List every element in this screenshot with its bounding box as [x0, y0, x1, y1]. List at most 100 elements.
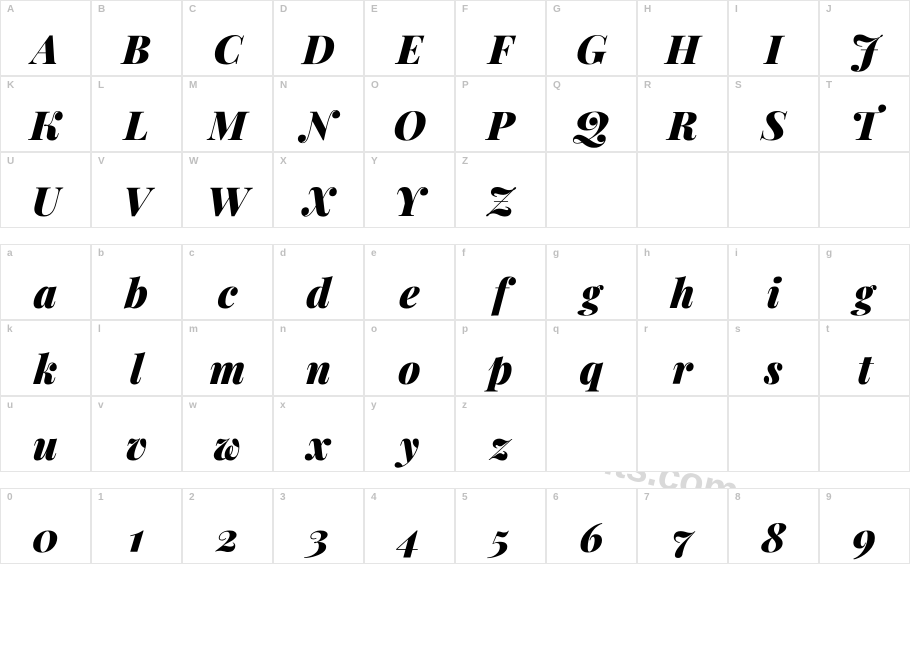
- glyph-cell: oo: [364, 320, 455, 396]
- cell-glyph: 8: [729, 517, 818, 557]
- cell-glyph: v: [92, 425, 181, 465]
- glyph-cell: WW: [182, 152, 273, 228]
- glyph-row-6: 00112233445566778899: [0, 488, 910, 564]
- cell-glyph: E: [365, 29, 454, 69]
- glyph-grid-root: AABBCCDDEEFFGGHHIIJJKKLLMMNNOOPPQQRRSSTT…: [0, 0, 911, 564]
- glyph-cell: vv: [91, 396, 182, 472]
- glyph-cell: CC: [182, 0, 273, 76]
- cell-glyph: B: [92, 29, 181, 69]
- cell-glyph: S: [729, 105, 818, 145]
- glyph-cell: ee: [364, 244, 455, 320]
- cell-glyph: g: [547, 273, 636, 313]
- cell-label: e: [371, 248, 377, 259]
- glyph-cell: cc: [182, 244, 273, 320]
- cell-label: O: [371, 80, 379, 91]
- glyph-cell: gg: [546, 244, 637, 320]
- glyph-row-3: aabbccddeeffgghhiigg: [0, 244, 910, 320]
- glyph-cell: qq: [546, 320, 637, 396]
- glyph-cell: RR: [637, 76, 728, 152]
- cell-glyph: p: [456, 349, 545, 389]
- glyph-cell: bb: [91, 244, 182, 320]
- glyph-cell: GG: [546, 0, 637, 76]
- glyph-cell: [637, 152, 728, 228]
- glyph-cell: kk: [0, 320, 91, 396]
- glyph-cell: HH: [637, 0, 728, 76]
- glyph-cell: gg: [819, 244, 910, 320]
- cell-glyph: J: [820, 29, 909, 69]
- cell-label: k: [7, 324, 13, 335]
- glyph-cell: [546, 152, 637, 228]
- cell-label: R: [644, 80, 651, 91]
- cell-glyph: a: [1, 273, 90, 313]
- cell-glyph: G: [547, 29, 636, 69]
- cell-label: o: [371, 324, 377, 335]
- glyph-cell: xx: [273, 396, 364, 472]
- glyph-cell: OO: [364, 76, 455, 152]
- cell-glyph: d: [274, 273, 363, 313]
- cell-glyph: K: [1, 105, 90, 145]
- cell-glyph: c: [183, 273, 272, 313]
- cell-label: g: [826, 248, 832, 259]
- cell-glyph: Z: [456, 181, 545, 221]
- cell-label: B: [98, 4, 105, 15]
- glyph-cell: 00: [0, 488, 91, 564]
- cell-glyph: I: [729, 29, 818, 69]
- cell-label: v: [98, 400, 104, 411]
- spacer: [0, 472, 910, 488]
- cell-glyph: s: [729, 349, 818, 389]
- cell-label: m: [189, 324, 198, 335]
- glyph-cell: JJ: [819, 0, 910, 76]
- cell-glyph: 5: [456, 517, 545, 557]
- glyph-cell: tt: [819, 320, 910, 396]
- cell-label: x: [280, 400, 286, 411]
- glyph-cell: yy: [364, 396, 455, 472]
- cell-glyph: A: [1, 29, 90, 69]
- glyph-cell: ZZ: [455, 152, 546, 228]
- glyph-cell: DD: [273, 0, 364, 76]
- cell-label: 5: [462, 492, 468, 503]
- cell-glyph: 0: [1, 517, 90, 557]
- cell-label: W: [189, 156, 198, 167]
- glyph-row-1: KKLLMMNNOOPPQQRRSSTT: [0, 76, 910, 152]
- cell-glyph: m: [183, 349, 272, 389]
- glyph-cell: ll: [91, 320, 182, 396]
- glyph-cell: XX: [273, 152, 364, 228]
- cell-glyph: y: [365, 425, 454, 465]
- cell-label: w: [189, 400, 197, 411]
- cell-glyph: W: [183, 181, 272, 221]
- cell-glyph: V: [92, 181, 181, 221]
- cell-label: Q: [553, 80, 561, 91]
- glyph-cell: rr: [637, 320, 728, 396]
- cell-glyph: O: [365, 105, 454, 145]
- cell-glyph: o: [365, 349, 454, 389]
- cell-label: N: [280, 80, 287, 91]
- glyph-cell: LL: [91, 76, 182, 152]
- cell-label: 1: [98, 492, 104, 503]
- glyph-cell: ff: [455, 244, 546, 320]
- glyph-cell: YY: [364, 152, 455, 228]
- glyph-cell: AA: [0, 0, 91, 76]
- glyph-cell: pp: [455, 320, 546, 396]
- cell-label: E: [371, 4, 378, 15]
- cell-glyph: 9: [820, 517, 909, 557]
- cell-glyph: b: [92, 273, 181, 313]
- glyph-cell: [728, 396, 819, 472]
- glyph-row-4: kkllmmnnooppqqrrsstt: [0, 320, 910, 396]
- cell-label: I: [735, 4, 738, 15]
- cell-glyph: f: [456, 273, 545, 313]
- cell-label: S: [735, 80, 742, 91]
- cell-label: M: [189, 80, 197, 91]
- cell-glyph: U: [1, 181, 90, 221]
- cell-label: A: [7, 4, 14, 15]
- glyph-cell: 11: [91, 488, 182, 564]
- cell-glyph: n: [274, 349, 363, 389]
- cell-glyph: k: [1, 349, 90, 389]
- glyph-cell: ww: [182, 396, 273, 472]
- glyph-cell: QQ: [546, 76, 637, 152]
- cell-label: P: [462, 80, 469, 91]
- glyph-cell: 33: [273, 488, 364, 564]
- glyph-cell: 99: [819, 488, 910, 564]
- cell-label: s: [735, 324, 741, 335]
- glyph-cell: mm: [182, 320, 273, 396]
- cell-label: U: [7, 156, 14, 167]
